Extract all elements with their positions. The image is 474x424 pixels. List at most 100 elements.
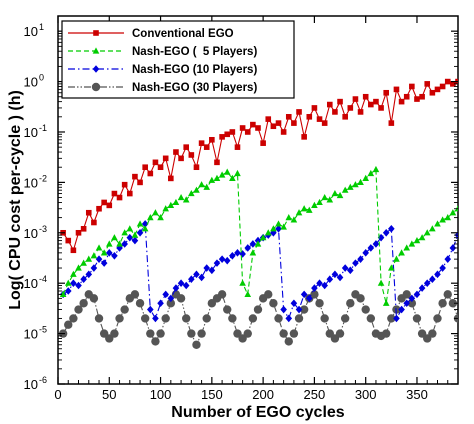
legend-entry: Nash-EGO (30 Players) bbox=[68, 82, 257, 94]
series-2-point bbox=[157, 214, 164, 221]
series-2-point bbox=[285, 214, 293, 221]
series-3-point bbox=[326, 275, 334, 284]
series-1-point bbox=[301, 134, 307, 140]
series-3-point bbox=[152, 314, 159, 323]
series-3-point bbox=[85, 270, 93, 279]
series-3-point bbox=[116, 244, 123, 252]
series-2-point bbox=[172, 198, 180, 206]
series-1-point bbox=[280, 129, 287, 135]
series-3-point bbox=[75, 281, 82, 290]
series-layer bbox=[58, 78, 458, 349]
series-2-point bbox=[234, 169, 241, 177]
series-4-point bbox=[264, 290, 273, 299]
series-1-point bbox=[347, 105, 354, 111]
series-3-point bbox=[182, 281, 190, 290]
series-3-point bbox=[177, 279, 185, 287]
series-1-point bbox=[70, 247, 77, 254]
series-2-point bbox=[316, 198, 323, 206]
y-tick-label: 10 bbox=[24, 276, 38, 291]
series-3-point bbox=[377, 233, 385, 242]
series-2-point bbox=[203, 183, 211, 190]
series-3-point bbox=[275, 224, 282, 233]
series-1-point bbox=[96, 205, 102, 212]
series-3-point bbox=[198, 273, 205, 282]
series-2-point bbox=[408, 240, 416, 247]
legend-marker bbox=[92, 65, 100, 73]
series-2-point bbox=[264, 229, 272, 236]
series-4-point bbox=[412, 314, 422, 323]
series-3-point bbox=[331, 270, 339, 279]
series-2-point bbox=[362, 174, 369, 181]
y-axis-title: Log( CPU cost per-cycle ) (h) bbox=[7, 90, 24, 310]
series-1-point bbox=[388, 120, 395, 126]
series-2-point bbox=[259, 234, 267, 241]
series-4-point bbox=[140, 314, 150, 323]
series-4-point bbox=[438, 299, 447, 308]
series-1-point bbox=[419, 93, 425, 100]
y-tick-exponent: -4 bbox=[39, 274, 47, 284]
y-tick-exponent: -3 bbox=[39, 224, 47, 234]
series-2-point bbox=[188, 189, 195, 197]
y-tick-exponent: 1 bbox=[39, 22, 44, 32]
x-tick-label: 50 bbox=[102, 387, 116, 402]
series-3-point bbox=[239, 250, 246, 258]
series-4-point bbox=[335, 329, 345, 338]
series-3-point bbox=[188, 275, 195, 284]
series-1-point bbox=[224, 131, 231, 138]
series-3-point bbox=[111, 251, 118, 260]
series-2-point bbox=[275, 220, 282, 227]
series-2-point bbox=[305, 206, 313, 213]
series-2-point bbox=[121, 229, 128, 236]
series-1-point bbox=[398, 98, 405, 105]
series-1-point bbox=[209, 136, 215, 143]
legend-box bbox=[61, 20, 295, 99]
series-3-point bbox=[357, 255, 364, 263]
series-2-point bbox=[90, 252, 98, 259]
series-2-point bbox=[218, 171, 226, 178]
series-4-point bbox=[284, 337, 293, 346]
series-2-point bbox=[193, 186, 200, 193]
series-4-point bbox=[356, 294, 365, 303]
legend-label: Nash-EGO (30 Players) bbox=[132, 82, 257, 94]
series-3-point bbox=[131, 236, 139, 245]
series-4-point bbox=[217, 290, 227, 299]
y-tick-label: 10 bbox=[24, 226, 38, 241]
series-2-point bbox=[64, 279, 72, 286]
series-1-point bbox=[121, 181, 128, 188]
series-4 bbox=[58, 290, 458, 349]
series-4-point bbox=[156, 329, 165, 338]
series-3-point bbox=[95, 255, 103, 263]
series-4-point bbox=[192, 340, 201, 349]
series-2-point bbox=[418, 234, 426, 241]
series-2-point bbox=[85, 255, 93, 262]
series-4-point bbox=[387, 314, 396, 323]
series-4-point bbox=[366, 314, 376, 323]
series-4-point bbox=[161, 314, 170, 323]
series-2-point bbox=[290, 216, 298, 223]
series-4-point bbox=[202, 314, 211, 323]
series-1-point bbox=[126, 190, 133, 197]
series-4-point bbox=[294, 314, 304, 323]
series-2-point bbox=[326, 196, 334, 203]
series-3-point bbox=[141, 220, 149, 228]
series-1 bbox=[60, 78, 458, 254]
series-4-point bbox=[74, 305, 83, 314]
series-4-point bbox=[64, 320, 73, 329]
series-2-point bbox=[393, 255, 400, 262]
series-1-point bbox=[214, 159, 220, 166]
series-4-point bbox=[120, 305, 129, 314]
series-1-point bbox=[316, 116, 323, 122]
series-4-point bbox=[135, 299, 145, 308]
series-3-point bbox=[413, 290, 421, 299]
x-tick-label: 300 bbox=[355, 387, 377, 402]
legend-marker bbox=[92, 47, 100, 54]
series-1-point bbox=[250, 121, 256, 128]
series-2-point bbox=[388, 264, 395, 271]
series-3-point bbox=[429, 275, 436, 284]
series-2-point bbox=[182, 196, 190, 203]
series-2-point bbox=[70, 270, 77, 277]
y-tick-exponent: -2 bbox=[39, 173, 47, 183]
series-1-point bbox=[244, 129, 251, 135]
series-2-point bbox=[254, 240, 262, 247]
y-tick-exponent: -6 bbox=[39, 375, 47, 385]
